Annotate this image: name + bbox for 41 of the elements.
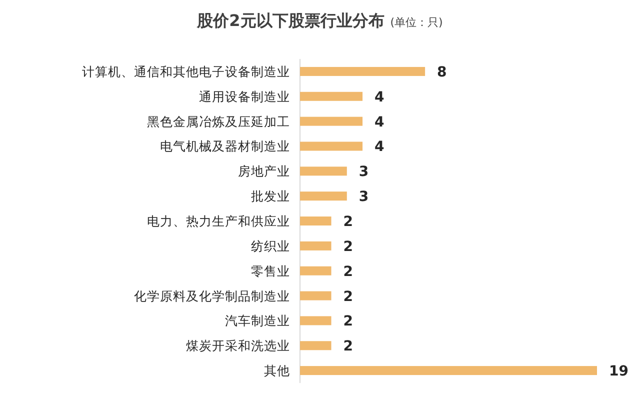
data-label: 3 xyxy=(358,164,369,180)
bar xyxy=(300,142,363,151)
y-tick-label: 零售业 xyxy=(251,263,290,278)
y-tick-label: 批发业 xyxy=(251,188,290,204)
bar xyxy=(300,166,347,176)
bar xyxy=(300,192,347,201)
bar xyxy=(300,116,363,126)
data-label: 2 xyxy=(343,238,354,255)
bar xyxy=(300,291,332,300)
y-tick-label: 其他 xyxy=(264,363,290,378)
bar xyxy=(300,266,332,276)
bar xyxy=(300,316,332,326)
data-label: 2 xyxy=(343,338,354,355)
data-label: 19 xyxy=(609,364,628,380)
bar xyxy=(300,66,426,76)
y-tick-label: 煤炭开采和洗选业 xyxy=(186,338,290,354)
y-tick-label: 纺织业 xyxy=(251,238,290,254)
y-tick-label: 化学原料及化学制品制造业 xyxy=(134,288,290,304)
data-label: 2 xyxy=(343,288,354,305)
data-label: 4 xyxy=(374,114,385,130)
y-tick-label: 通用设备制造业 xyxy=(199,88,290,104)
y-tick-label: 汽车制造业 xyxy=(225,313,290,328)
data-label: 2 xyxy=(343,214,354,230)
data-label: 4 xyxy=(374,89,385,106)
bar xyxy=(300,341,332,350)
data-label: 2 xyxy=(343,264,354,280)
data-label: 8 xyxy=(437,64,447,80)
bar xyxy=(300,216,332,226)
bar xyxy=(300,241,332,250)
bar xyxy=(300,92,363,101)
y-tick-label: 计算机、通信和其他电子设备制造业 xyxy=(82,64,290,79)
y-tick-label: 房地产业 xyxy=(238,164,290,179)
data-label: 3 xyxy=(358,189,369,206)
data-label: 4 xyxy=(374,139,385,156)
y-tick-label: 黑色金属冶炼及压延加工 xyxy=(147,114,290,129)
chart-subtitle: (单位：只) xyxy=(390,16,443,29)
chart-title: 股价2元以下股票行业分布 xyxy=(196,11,384,30)
bar xyxy=(300,366,597,376)
y-tick-label: 电气机械及器材制造业 xyxy=(160,138,290,154)
y-tick-label: 电力、热力生产和供应业 xyxy=(147,214,290,228)
data-label: 2 xyxy=(343,314,354,330)
